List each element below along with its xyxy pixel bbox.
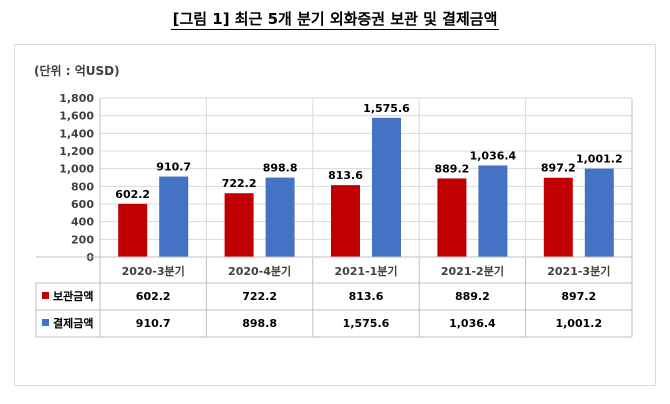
- legend-swatch: [42, 319, 49, 326]
- bar-value-label: 898.8: [263, 162, 298, 175]
- y-tick-label: 1,600: [59, 110, 94, 123]
- y-tick-label: 400: [71, 216, 94, 229]
- bar-value-label: 897.2: [541, 162, 576, 175]
- bar-value-label: 889.2: [435, 162, 470, 175]
- bar-settlement: [584, 168, 614, 257]
- bar-storage: [118, 203, 148, 257]
- y-tick-label: 600: [71, 198, 94, 211]
- legend-label: 결제금액: [53, 316, 93, 330]
- y-tick-label: 1,000: [59, 163, 94, 176]
- table-cell: 1,001.2: [555, 317, 602, 330]
- bar-settlement: [478, 165, 508, 257]
- table-cell: 898.8: [242, 317, 277, 330]
- bar-settlement: [265, 177, 295, 257]
- table-cell: 1,575.6: [343, 317, 390, 330]
- x-category-label: 2020-4분기: [228, 264, 291, 278]
- table-cell: 910.7: [136, 317, 171, 330]
- bar-value-label: 1,036.4: [470, 149, 517, 162]
- bar-value-label: 1,001.2: [576, 153, 623, 166]
- y-tick-label: 1,800: [59, 92, 94, 105]
- table-cell: 1,036.4: [449, 317, 496, 330]
- x-category-label: 2021-1분기: [334, 264, 397, 278]
- legend-swatch: [42, 292, 49, 299]
- y-tick-label: 1,200: [59, 145, 94, 158]
- legend-label: 보관금액: [53, 289, 93, 303]
- table-cell: 722.2: [242, 290, 277, 303]
- bar-value-label: 1,575.6: [363, 102, 410, 115]
- bar-value-label: 910.7: [156, 161, 191, 174]
- bar-storage: [331, 185, 360, 257]
- table-cell: 889.2: [455, 290, 490, 303]
- table-cell: 897.2: [561, 290, 596, 303]
- bar-value-label: 813.6: [328, 169, 363, 182]
- y-tick-label: 800: [71, 180, 94, 193]
- x-category-label: 2021-3분기: [547, 264, 610, 278]
- bar-settlement: [159, 176, 189, 257]
- bar-value-label: 602.2: [115, 188, 150, 201]
- bar-storage: [224, 193, 254, 257]
- y-tick-label: 1,400: [59, 127, 94, 140]
- x-category-label: 2020-3분기: [122, 264, 185, 278]
- unit-label: (단위 : 억USD): [34, 64, 120, 78]
- x-category-label: 2021-2분기: [441, 264, 504, 278]
- bar-value-label: 722.2: [222, 177, 257, 190]
- bar-storage: [437, 178, 467, 257]
- table-cell: 813.6: [349, 290, 384, 303]
- figure-title: [그림 1] 최근 5개 분기 외화증권 보관 및 결제금액: [170, 10, 500, 30]
- y-tick-label: 200: [71, 233, 94, 246]
- table-cell: 602.2: [136, 290, 171, 303]
- bar-storage: [543, 177, 573, 257]
- bar-settlement: [372, 117, 401, 258]
